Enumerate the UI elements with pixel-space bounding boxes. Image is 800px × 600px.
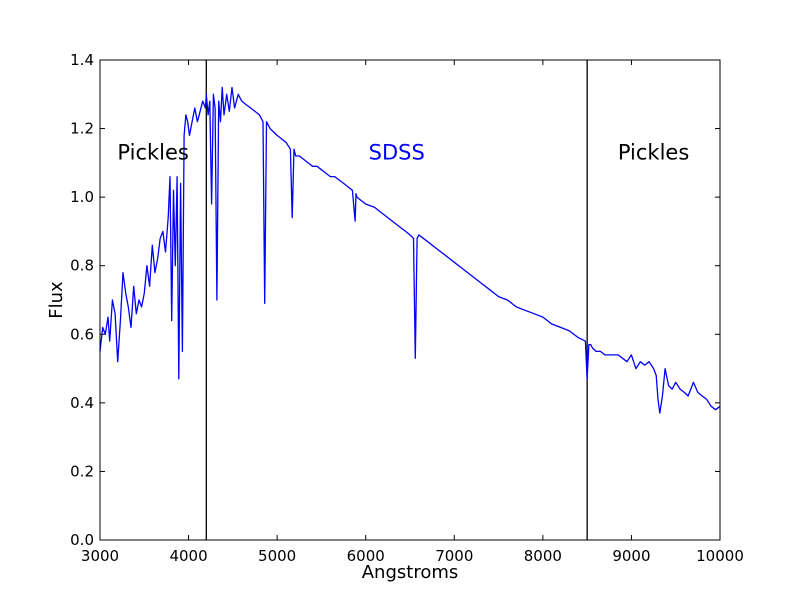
region-label: Pickles	[117, 141, 188, 165]
x-axis-label: Angstroms	[362, 562, 459, 583]
y-tick-label: 0.6	[70, 325, 94, 343]
x-tick-label: 7000	[435, 547, 473, 565]
x-tick-label: 4000	[169, 547, 207, 565]
y-tick-label: 0.8	[70, 257, 94, 275]
x-tick-label: 9000	[612, 547, 650, 565]
y-tick-label: 0.4	[70, 394, 94, 412]
x-tick-label: 5000	[258, 547, 296, 565]
region-annotations: Pickles SDSS Pickles	[117, 141, 689, 165]
x-tick-label: 6000	[347, 547, 385, 565]
x-tick-label: 8000	[524, 547, 562, 565]
plot-background	[100, 60, 720, 540]
axis-ticks: 3000 4000 5000 6000 7000 8000 9000 10000 0.0 0.2 0…	[70, 51, 744, 565]
region-label: SDSS	[369, 141, 425, 165]
region-label: Pickles	[618, 141, 689, 165]
x-tick-label: 10000	[696, 547, 744, 565]
y-axis-label: Flux	[46, 281, 67, 319]
y-tick-label: 1.2	[70, 120, 94, 138]
y-tick-label: 1.4	[70, 51, 94, 69]
boundary-lines	[205, 60, 588, 540]
y-tick-label: 1.0	[70, 188, 94, 206]
flux-series-line	[99, 86, 721, 414]
y-tick-label: 0.0	[70, 531, 94, 549]
x-tick-label: 3000	[81, 547, 119, 565]
y-tick-label: 0.2	[70, 462, 94, 480]
plot-frame	[99, 59, 721, 541]
